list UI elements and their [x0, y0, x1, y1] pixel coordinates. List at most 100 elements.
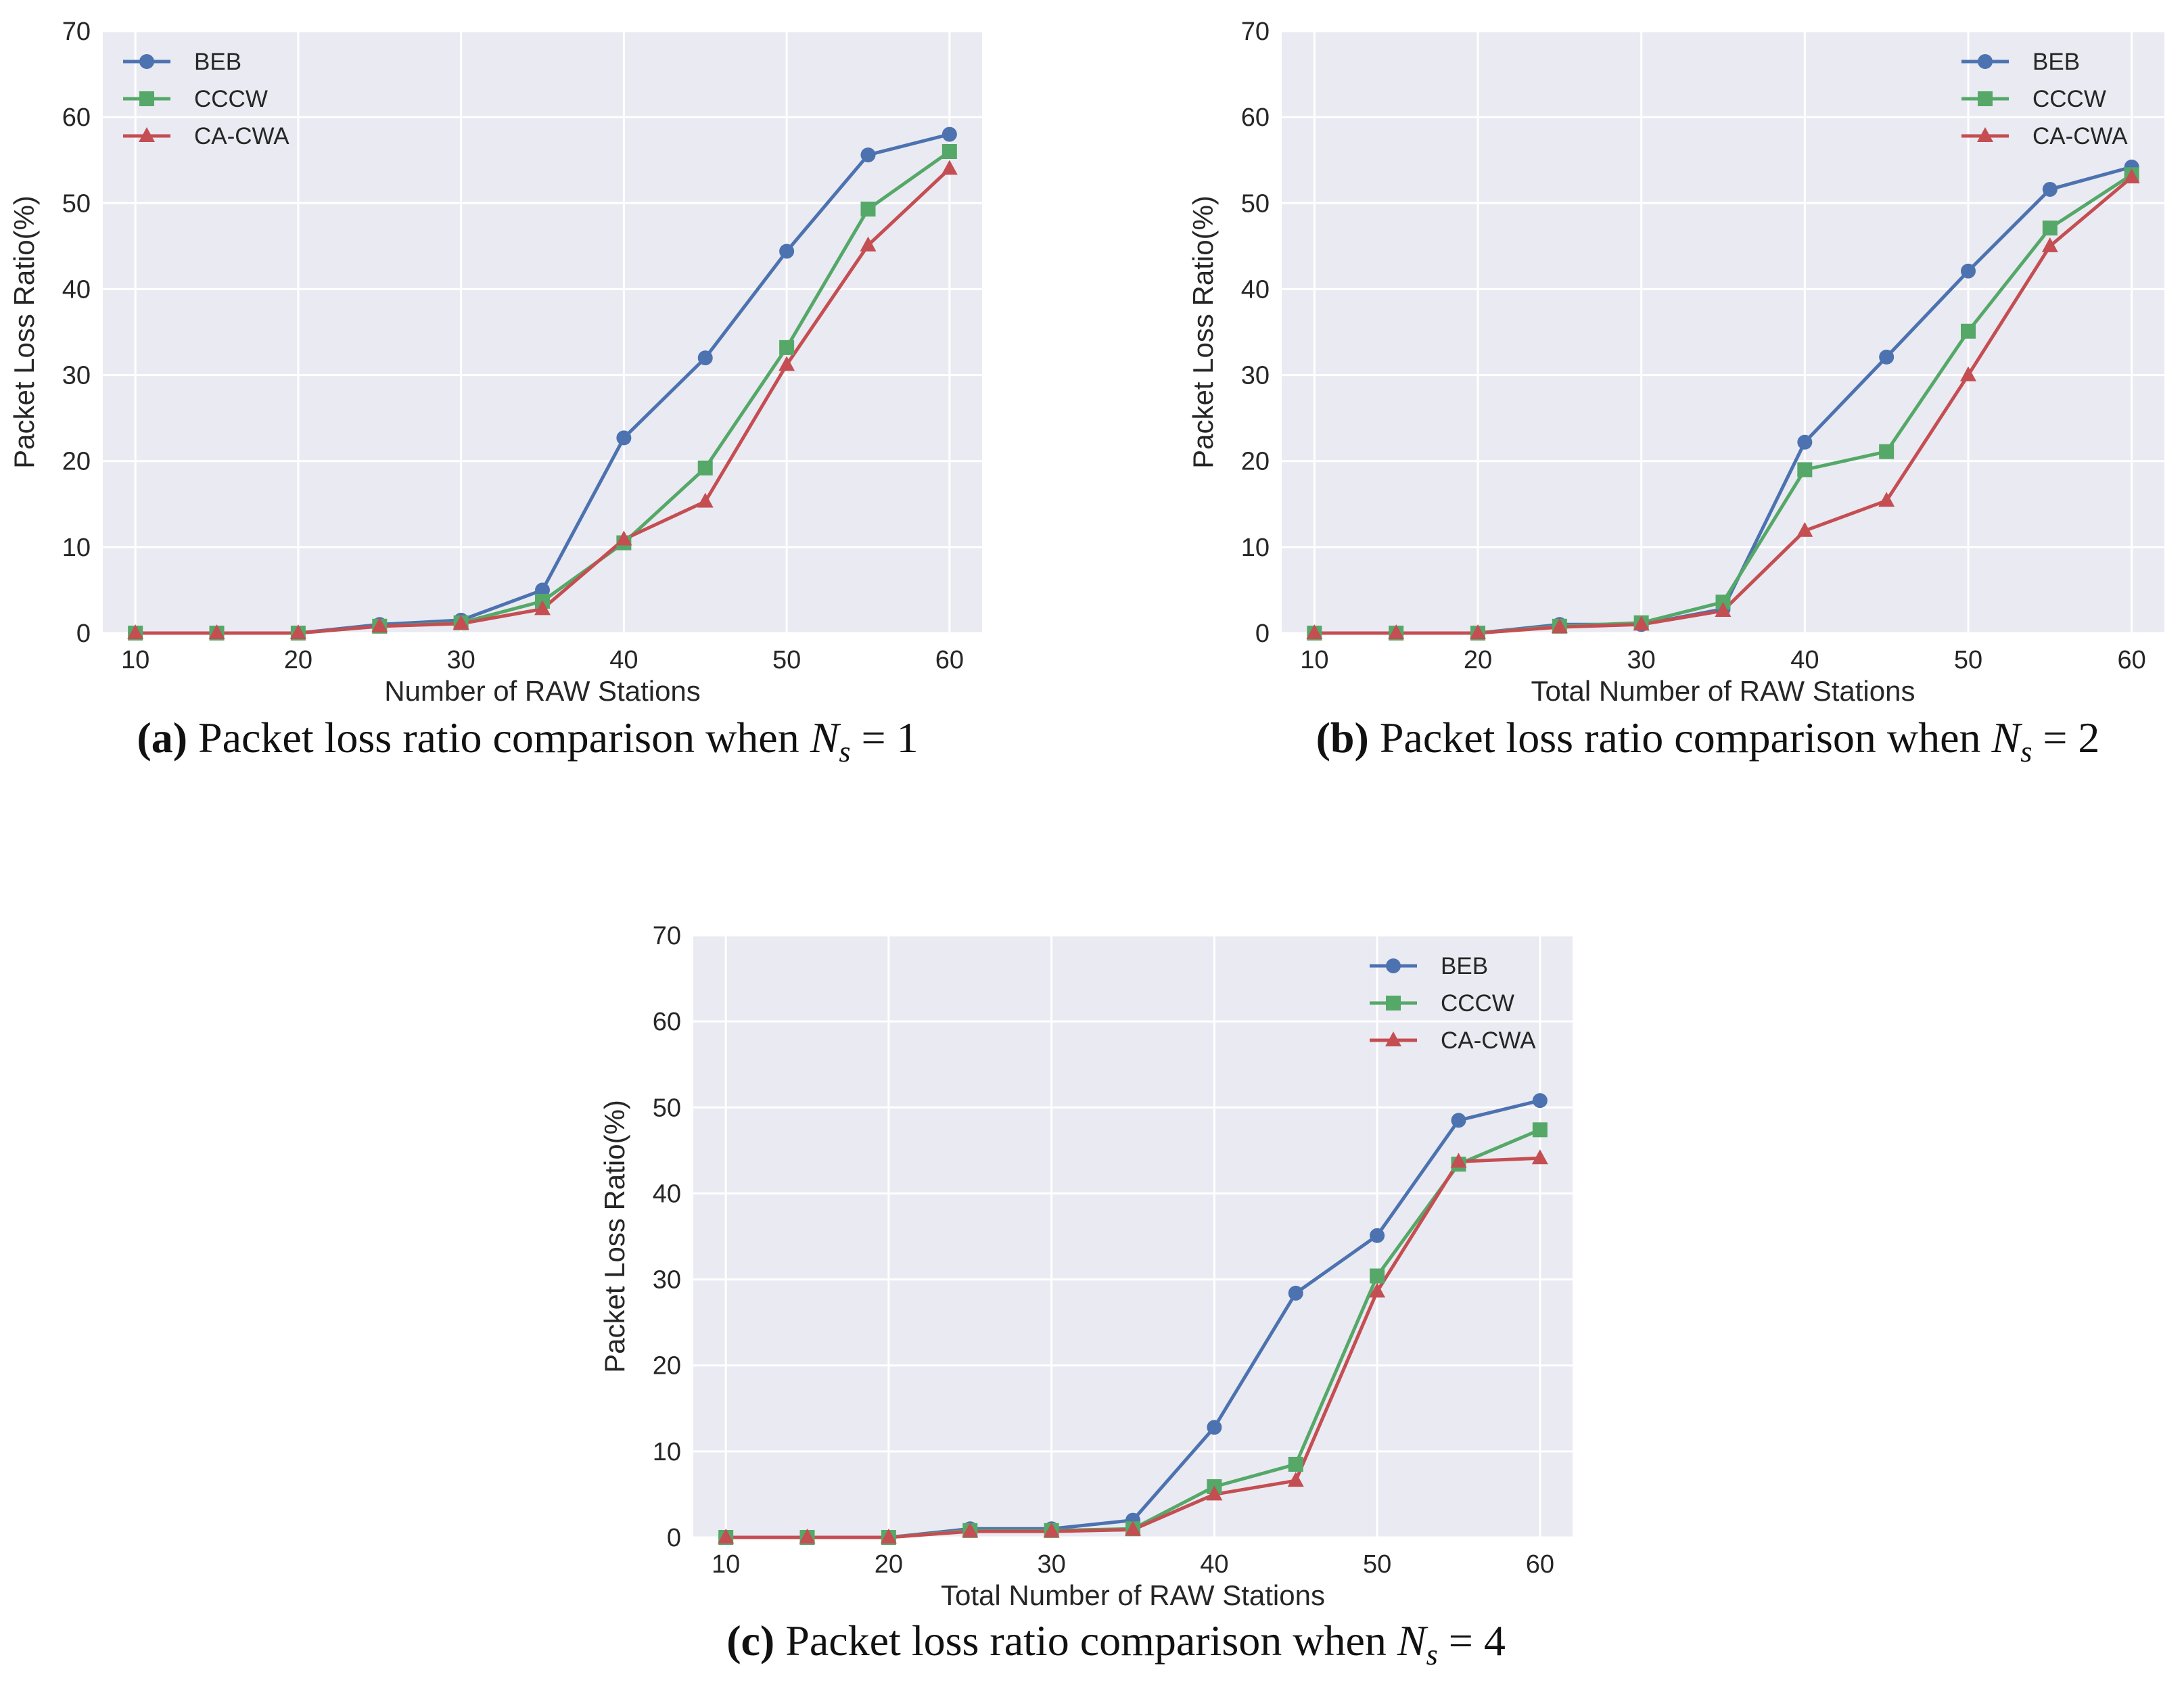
- legend-marker-ca-cwa: [139, 127, 155, 142]
- data-point-ca-cwa: [1287, 1472, 1304, 1487]
- data-point-ca-cwa: [1531, 1149, 1548, 1165]
- y-tick-label: 20: [62, 448, 91, 476]
- x-tick-label: 30: [1627, 646, 1656, 674]
- data-point-ca-cwa: [208, 624, 225, 639]
- y-tick-label: 30: [1241, 362, 1270, 390]
- data-point-ca-cwa: [1715, 601, 1732, 617]
- x-tick-label: 30: [1037, 1550, 1065, 1579]
- y-tick-label: 40: [62, 275, 91, 304]
- y-axis-label: Packet Loss Ratio(%): [8, 195, 40, 469]
- data-point-ca-cwa: [1960, 366, 1976, 381]
- legend-label: BEB: [194, 49, 241, 75]
- legend-marker-ca-cwa: [1385, 1031, 1401, 1046]
- x-tick-label: 60: [2118, 646, 2146, 674]
- y-tick-label: 60: [653, 1008, 681, 1036]
- data-point-ca-cwa: [452, 615, 469, 630]
- legend: BEB CCCW CA-CWA: [1370, 953, 1536, 1054]
- data-point-cccw: [942, 144, 957, 159]
- data-point-ca-cwa: [1796, 521, 1813, 537]
- data-point-cccw: [697, 460, 713, 475]
- y-tick-label: 20: [653, 1352, 681, 1380]
- legend-label: CA-CWA: [194, 123, 289, 149]
- y-tick-label: 30: [62, 362, 91, 390]
- data-point-ca-cwa: [371, 617, 388, 632]
- data-point-ca-cwa: [1306, 624, 1323, 639]
- legend-marker-cccw: [1386, 996, 1401, 1011]
- x-tick-label: 50: [1954, 646, 1982, 674]
- caption: (a) Packet loss ratio comparison when Ns…: [137, 714, 918, 768]
- data-point-beb: [616, 430, 632, 446]
- data-point-ca-cwa: [718, 1529, 735, 1543]
- data-point-ca-cwa: [697, 492, 714, 508]
- legend-label: CCCW: [1441, 990, 1514, 1017]
- data-point-beb: [779, 243, 795, 259]
- legend-label: CA-CWA: [2032, 123, 2128, 149]
- data-point-ca-cwa: [1369, 1282, 1386, 1298]
- x-tick-label: 20: [1464, 646, 1492, 674]
- data-point-ca-cwa: [1125, 1520, 1141, 1536]
- data-point-ca-cwa: [534, 600, 551, 616]
- y-tick-label: 0: [76, 620, 91, 648]
- y-tick-label: 60: [1241, 103, 1270, 132]
- data-point-beb: [1797, 434, 1813, 450]
- x-axis-label: Total Number of RAW Stations: [1531, 675, 1915, 707]
- data-point-ca-cwa: [799, 1529, 816, 1543]
- data-point-beb: [535, 582, 550, 598]
- data-point-ca-cwa: [2041, 237, 2058, 252]
- y-tick-label: 20: [1241, 448, 1270, 476]
- legend-marker-beb: [1978, 54, 1993, 69]
- data-point-ca-cwa: [127, 624, 144, 639]
- legend-label: BEB: [1441, 953, 1488, 979]
- data-point-beb: [1370, 1228, 1385, 1243]
- y-tick-label: 50: [653, 1094, 681, 1122]
- data-point-beb: [1532, 1093, 1548, 1109]
- data-point-cccw: [1879, 444, 1895, 459]
- y-tick-label: 40: [653, 1180, 681, 1208]
- chart-b: 0 10 20 30 40 50 60 70 10 20 30 40 50 60 Total Number …: [1187, 18, 2164, 768]
- legend-marker-beb: [139, 54, 154, 69]
- data-point-cccw: [2042, 220, 2058, 236]
- y-axis-label: Packet Loss Ratio(%): [599, 1100, 630, 1373]
- x-tick-label: 60: [1526, 1550, 1554, 1579]
- x-tick-label: 30: [446, 646, 475, 674]
- chart-c: 0 10 20 30 40 50 60 70 10 20 30 40 50 60 Total Number …: [599, 922, 1573, 1671]
- data-point-ca-cwa: [1470, 624, 1486, 639]
- data-point-cccw: [1797, 462, 1813, 478]
- data-point-beb: [1879, 349, 1895, 365]
- data-point-ca-cwa: [1043, 1523, 1060, 1538]
- x-tick-label: 10: [712, 1550, 740, 1579]
- data-point-ca-cwa: [1551, 618, 1568, 634]
- data-point-ca-cwa: [2123, 168, 2140, 184]
- data-point-ca-cwa: [1878, 492, 1895, 507]
- data-point-ca-cwa: [615, 530, 632, 546]
- legend-label: CCCW: [194, 86, 268, 112]
- data-point-beb: [697, 350, 713, 366]
- plot-area: [693, 935, 1573, 1537]
- x-axis-label: Total Number of RAW Stations: [941, 1579, 1325, 1611]
- data-point-ca-cwa: [289, 624, 306, 639]
- data-point-ca-cwa: [880, 1529, 897, 1543]
- x-tick-label: 40: [1200, 1550, 1228, 1579]
- data-point-beb: [2042, 181, 2058, 197]
- y-tick-label: 50: [62, 189, 91, 218]
- data-point-cccw: [779, 340, 795, 355]
- legend-label: BEB: [2032, 49, 2080, 75]
- x-tick-label: 60: [935, 646, 964, 674]
- y-tick-label: 0: [667, 1524, 681, 1552]
- plot-area: [103, 31, 982, 633]
- x-tick-label: 20: [284, 646, 312, 674]
- data-point-cccw: [860, 202, 876, 217]
- legend-label: CA-CWA: [1441, 1027, 1536, 1054]
- y-tick-label: 10: [653, 1438, 681, 1466]
- caption: (b) Packet loss ratio comparison when Ns…: [1316, 714, 2100, 768]
- y-tick-label: 10: [62, 534, 91, 562]
- data-point-beb: [860, 147, 876, 163]
- data-point-ca-cwa: [1633, 616, 1650, 631]
- data-point-cccw: [1961, 323, 1976, 339]
- chart-a: 0 10 20 30 40 50 60 70 10 20 30 40 50 60 Number of RAW…: [8, 18, 982, 768]
- y-tick-label: 60: [62, 103, 91, 132]
- legend-marker-cccw: [1978, 91, 1993, 106]
- y-tick-label: 10: [1241, 534, 1270, 562]
- x-tick-label: 10: [121, 646, 149, 674]
